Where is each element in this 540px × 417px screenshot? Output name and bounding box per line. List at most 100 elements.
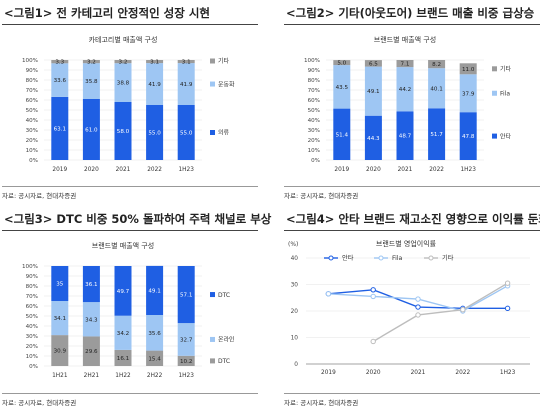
bar-segment: [177, 323, 195, 356]
bar-segment: [82, 99, 100, 160]
figure-source-2: 자료: 공시자료, 현대차증권: [284, 186, 540, 200]
y-tick-label: 10%: [26, 354, 38, 360]
data-label: 51.7: [430, 132, 443, 138]
data-label: 3.2: [119, 60, 128, 66]
bar-segment: [177, 60, 195, 64]
bar-segment: [114, 60, 132, 64]
y-tick-label: 100%: [304, 58, 320, 64]
bar-segment: [82, 302, 100, 337]
legend-marker: [378, 255, 384, 261]
data-label: 35.6: [148, 331, 161, 337]
y-tick-label: 10: [291, 336, 299, 342]
data-label: 47.8: [462, 134, 475, 140]
bar-segment: [51, 60, 69, 64]
bar-segment: [51, 301, 69, 336]
legend-label: 기타: [500, 65, 512, 73]
y-tick-label: 90%: [308, 68, 320, 74]
bar-segment: [428, 60, 446, 69]
bar-segment: [428, 108, 446, 160]
legend-label: 운동화: [218, 81, 235, 88]
legend-swatch: [210, 336, 215, 342]
bar-segment: [333, 108, 351, 160]
x-tick-label: 1H23: [178, 373, 194, 379]
data-label: 34.3: [85, 317, 98, 323]
data-label: 16.1: [117, 356, 130, 362]
data-label: 33.6: [54, 78, 67, 84]
bar-segment: [114, 102, 132, 160]
data-label: 49.7: [117, 289, 130, 295]
legend-swatch: [210, 292, 215, 298]
legend-swatch: [210, 81, 215, 87]
figure-title-3: <그림3> DTC 비중 50% 돌파하여 주력 채널로 부상: [2, 210, 271, 231]
data-label: 11.0: [462, 67, 475, 73]
legend-swatch: [210, 58, 215, 64]
data-label: 41.9: [148, 82, 161, 88]
data-point: [370, 293, 376, 300]
bar-segment: [114, 315, 132, 350]
bar-segment: [177, 105, 195, 160]
series-line: [372, 282, 508, 343]
legend-marker: [328, 255, 334, 261]
bar-segment: [333, 65, 351, 109]
data-label: 51.4: [336, 132, 349, 138]
legend-swatch: [210, 130, 215, 135]
data-label: 49.1: [367, 89, 380, 95]
legend-marker: [428, 255, 434, 261]
bar-segment: [51, 96, 69, 160]
data-label: 44.3: [367, 136, 380, 142]
bar-segment: [82, 63, 100, 99]
chart-1: 카테고리별 매출액 구성 0% 10% 20% 30% 40% 50% 60% 70% 80% 90…: [22, 35, 235, 173]
x-tick-label: 2021: [411, 370, 426, 376]
y-tick-label: 10%: [308, 148, 320, 154]
bar-segment: [114, 266, 132, 316]
data-label: 37.9: [462, 91, 475, 97]
bar-segment: [146, 350, 164, 366]
y-tick-label: 50%: [308, 108, 320, 114]
x-tick-label: 1H23: [178, 167, 194, 173]
data-label: 38.8: [117, 81, 130, 87]
y-tick-label: 0%: [29, 158, 38, 164]
data-label: 43.5: [336, 85, 349, 91]
y-axis-unit: (%): [288, 241, 298, 248]
bar-segment: [428, 68, 446, 109]
y-tick-label: 20%: [26, 138, 38, 144]
x-tick-label: 2021: [398, 167, 413, 173]
bar-segment: [146, 315, 164, 351]
data-point: [415, 304, 421, 310]
data-label: 40.1: [430, 86, 443, 92]
y-tick-label: 40%: [26, 324, 38, 330]
data-label: 3.2: [87, 60, 96, 66]
data-label: 34.2: [117, 331, 129, 337]
y-tick-label: 0: [294, 362, 298, 368]
legend-label: 기타: [442, 254, 454, 262]
y-tick-label: 60%: [26, 304, 38, 310]
data-label: 57.1: [180, 293, 193, 299]
y-tick-label: 20%: [308, 138, 320, 144]
data-point: [370, 338, 376, 345]
chart-title: 브랜드별 매출액 구성: [92, 241, 154, 250]
y-tick-label: 60%: [308, 98, 320, 104]
y-tick-label: 40: [291, 256, 299, 262]
data-point: [325, 291, 332, 297]
data-point: [415, 296, 421, 302]
data-point: [370, 287, 376, 293]
data-label: 36.1: [85, 282, 98, 288]
data-label: 49.1: [148, 288, 161, 294]
bar-segment: [177, 63, 195, 105]
bar-segment: [114, 349, 132, 366]
bar-segment: [146, 60, 164, 64]
data-point: [504, 305, 511, 312]
bar-segment: [82, 60, 100, 64]
bar-segment: [459, 74, 477, 113]
data-label: 55.0: [180, 131, 193, 137]
x-tick-label: 2020: [366, 370, 381, 376]
y-tick-label: 30%: [308, 128, 320, 134]
legend-label: 온라인: [218, 336, 235, 344]
bar-segment: [396, 111, 414, 160]
data-label: 58.0: [117, 129, 130, 135]
x-tick-label: 2022: [455, 370, 470, 376]
data-label: 32.7: [180, 337, 193, 343]
chart-title: 브랜드별 영업이익률: [376, 239, 437, 248]
data-label: 6.5: [369, 61, 378, 67]
chart-title: 브랜드별 매출액 구성: [374, 35, 436, 44]
